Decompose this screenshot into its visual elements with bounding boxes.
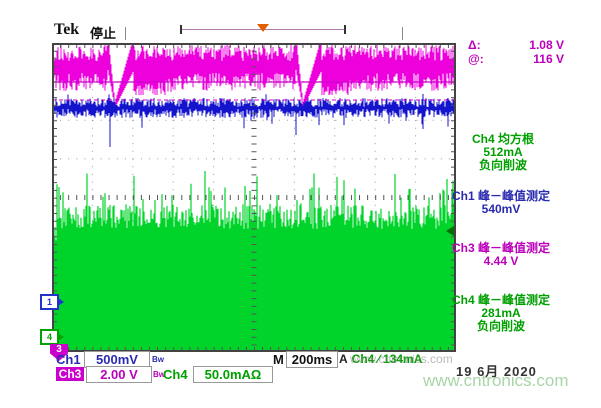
measurement-title: Ch1 峰－峰值测定 — [451, 189, 550, 203]
record-view-left-bracket — [180, 25, 182, 34]
measurement-ch1-pkpk: Ch1 峰－峰值测定 540mV — [428, 190, 574, 216]
measurement-note: 负向削波 — [476, 319, 525, 333]
graticule-border — [52, 43, 456, 352]
ch1-scale: 500mV — [84, 351, 150, 368]
trigger-source-level: Ch4 ∕ 134mA — [351, 352, 423, 366]
measurement-value: 540mV — [481, 202, 521, 216]
cursor-delta-value: 1.08 V — [529, 38, 564, 52]
watermark: www.cntronics.com — [350, 352, 453, 366]
measurement-value: 281mA — [481, 306, 521, 320]
ch1-bandwidth-icon: Bw — [152, 355, 164, 364]
ch3-trace — [51, 36, 456, 108]
trigger-position-icon — [257, 24, 269, 32]
waveform-display — [51, 36, 456, 352]
acquisition-status: 停止 — [90, 26, 117, 41]
cursor-at-label: @: — [468, 52, 484, 66]
measurement-note: 负向削波 — [478, 158, 527, 172]
ch4-scale: 50.0mAΩ — [193, 366, 273, 383]
ch4-zero-marker: 4 — [40, 329, 64, 345]
header-divider — [125, 27, 126, 40]
record-view-right-bracket — [344, 25, 346, 34]
measurement-ch4-rms: Ch4 均方根 512mA 负向削波 — [443, 133, 563, 172]
measurement-title: Ch4 峰－峰值测定 — [451, 293, 550, 307]
ch1-zero-marker: 1 — [40, 294, 64, 310]
measurement-title: Ch4 均方根 — [471, 132, 534, 146]
cursor-readout: Δ: 1.08 V @: 116 V — [468, 38, 564, 66]
date-stamp: 19 6月 2020 — [456, 364, 537, 379]
ch3-scale: 2.00 V — [86, 366, 152, 383]
cursor-delta-label: Δ: — [468, 38, 481, 52]
measurement-title: Ch3 峰－峰值测定 — [451, 241, 550, 255]
timebase-value: 200ms — [286, 351, 338, 368]
header-divider — [402, 27, 403, 40]
ch3-zero-marker: 3 — [50, 344, 68, 361]
measurement-ch3-pkpk: Ch3 峰－峰值测定 4.44 V — [428, 242, 574, 268]
tek-logo: Tek — [54, 21, 80, 38]
measurement-ch4-pkpk: Ch4 峰－峰值测定 281mA 负向削波 — [428, 294, 574, 333]
ch3-label: Ch3 — [56, 367, 84, 381]
trigger-system: A — [339, 352, 348, 366]
cursor-at-value: 116 V — [533, 52, 564, 66]
ch4-label: Ch4 — [163, 367, 188, 382]
trigger-level-icon — [446, 226, 454, 236]
measurement-value: 512mA — [483, 145, 523, 159]
timebase-label: M — [273, 352, 284, 367]
ch3-bandwidth-icon: Bw — [153, 370, 165, 379]
trigger-readout: A Ch4 ∕ 134mA — [339, 352, 422, 366]
graticule-and-traces — [51, 36, 456, 352]
measurement-value: 4.44 V — [483, 254, 519, 268]
ch1-label: Ch1 — [56, 352, 81, 367]
watermark: www.cntronics.com — [423, 371, 569, 390]
